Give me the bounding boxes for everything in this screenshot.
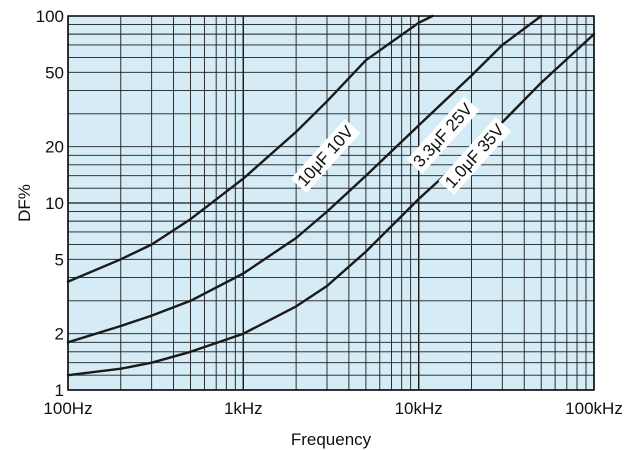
y-axis-title: DF% bbox=[15, 184, 34, 222]
series-line-1 bbox=[66, 14, 434, 283]
y-tick-label: 100 bbox=[36, 7, 64, 26]
series-line-2 bbox=[66, 14, 543, 344]
x-tick-label: 100kHz bbox=[565, 399, 623, 418]
x-axis-title: Frequency bbox=[291, 430, 372, 449]
series-label-bg bbox=[290, 118, 361, 193]
x-tick-label: 100Hz bbox=[43, 399, 92, 418]
grid-lines bbox=[67, 16, 595, 391]
x-tick-label: 10kHz bbox=[395, 399, 443, 418]
series-label-bg bbox=[438, 117, 512, 195]
x-tick-labels: 100Hz 1kHz 10kHz 100kHz bbox=[43, 399, 622, 418]
x-tick-label: 1kHz bbox=[224, 399, 263, 418]
y-tick-label: 5 bbox=[55, 250, 64, 269]
y-tick-label: 50 bbox=[45, 63, 64, 82]
y-tick-label: 20 bbox=[45, 138, 64, 157]
y-tick-labels: 1 2 5 10 20 50 100 bbox=[36, 7, 64, 400]
y-tick-label: 1 bbox=[55, 381, 64, 400]
series-line-3 bbox=[66, 32, 596, 377]
plot-frame bbox=[67, 15, 595, 391]
series-label-bg bbox=[406, 96, 480, 174]
y-tick-label: 2 bbox=[55, 325, 64, 344]
series-lines bbox=[66, 14, 596, 377]
y-tick-label: 10 bbox=[45, 194, 64, 213]
